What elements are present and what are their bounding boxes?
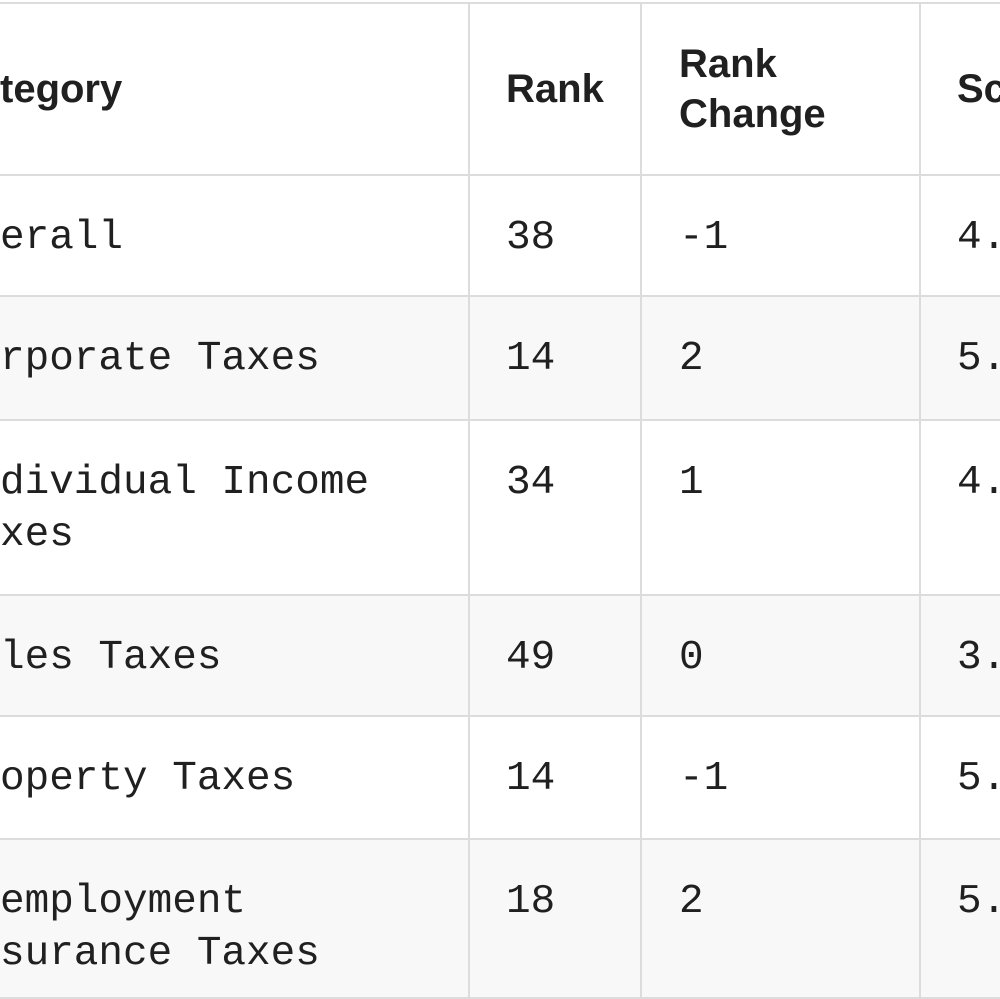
cell-text: les Taxes <box>0 635 222 681</box>
cell-text: 38 <box>506 215 556 261</box>
cell-text: Sc <box>957 67 1000 111</box>
table-cell: 5. <box>921 297 1000 421</box>
table-cell: dividual Income xes <box>0 421 470 596</box>
table-cell: 0 <box>642 596 921 717</box>
table-cell: 1 <box>642 421 921 596</box>
cell-text: 18 <box>506 879 556 925</box>
table-cell: 14 <box>470 297 642 421</box>
table-cell: rporate Taxes <box>0 297 470 421</box>
cell-text: 34 <box>506 460 556 506</box>
table-cell: -1 <box>642 176 921 297</box>
cell-text: 14 <box>506 756 556 802</box>
cell-text: 2 <box>679 336 704 382</box>
cell-text: -1 <box>679 756 729 802</box>
cell-text: -1 <box>679 215 729 261</box>
cell-text: operty Taxes <box>0 756 296 802</box>
cell-text: Rank <box>506 67 604 111</box>
cell-text: 0 <box>679 635 704 681</box>
header-cell: Sc <box>921 4 1000 176</box>
cell-text: tegory <box>0 67 123 111</box>
table-cell: 14 <box>470 717 642 840</box>
table-cell: erall <box>0 176 470 297</box>
cell-text: dividual Income <box>0 460 370 506</box>
table-cell: 18 <box>470 840 642 999</box>
table-cell: employment surance Taxes <box>0 840 470 999</box>
table-cell: 38 <box>470 176 642 297</box>
table-cell: 3. <box>921 596 1000 717</box>
cell-text: 4. <box>957 460 1000 506</box>
cell-text: 14 <box>506 336 556 382</box>
table-cell: 5. <box>921 717 1000 840</box>
cell-text: 1 <box>679 460 704 506</box>
cell-text: surance Taxes <box>0 931 320 977</box>
table-cell: 2 <box>642 297 921 421</box>
header-cell: Rank <box>470 4 642 176</box>
table-top-border <box>0 2 1000 4</box>
table-cell: 49 <box>470 596 642 717</box>
cell-text: xes <box>0 512 74 558</box>
cell-text: 49 <box>506 635 556 681</box>
table-cell: -1 <box>642 717 921 840</box>
cell-text: erall <box>0 215 124 261</box>
table-cell: operty Taxes <box>0 717 470 840</box>
cell-text: 5. <box>957 756 1000 802</box>
cell-text: 5. <box>957 879 1000 925</box>
cell-text: 4. <box>957 215 1000 261</box>
table-cell: 2 <box>642 840 921 999</box>
table-cell: 4. <box>921 176 1000 297</box>
table-cell: 4. <box>921 421 1000 596</box>
cell-text: 2 <box>679 879 704 925</box>
header-cell: tegory <box>0 4 470 176</box>
cell-text: Rank <box>679 42 777 86</box>
cell-text: employment <box>0 879 247 925</box>
table-cell: 5. <box>921 840 1000 999</box>
cell-text: rporate Taxes <box>0 336 320 382</box>
table-cell: 34 <box>470 421 642 596</box>
table-cell: les Taxes <box>0 596 470 717</box>
header-cell: Rank Change <box>642 4 921 176</box>
cell-text: Change <box>679 92 826 136</box>
cell-text: 5. <box>957 336 1000 382</box>
cell-text: 3. <box>957 635 1000 681</box>
